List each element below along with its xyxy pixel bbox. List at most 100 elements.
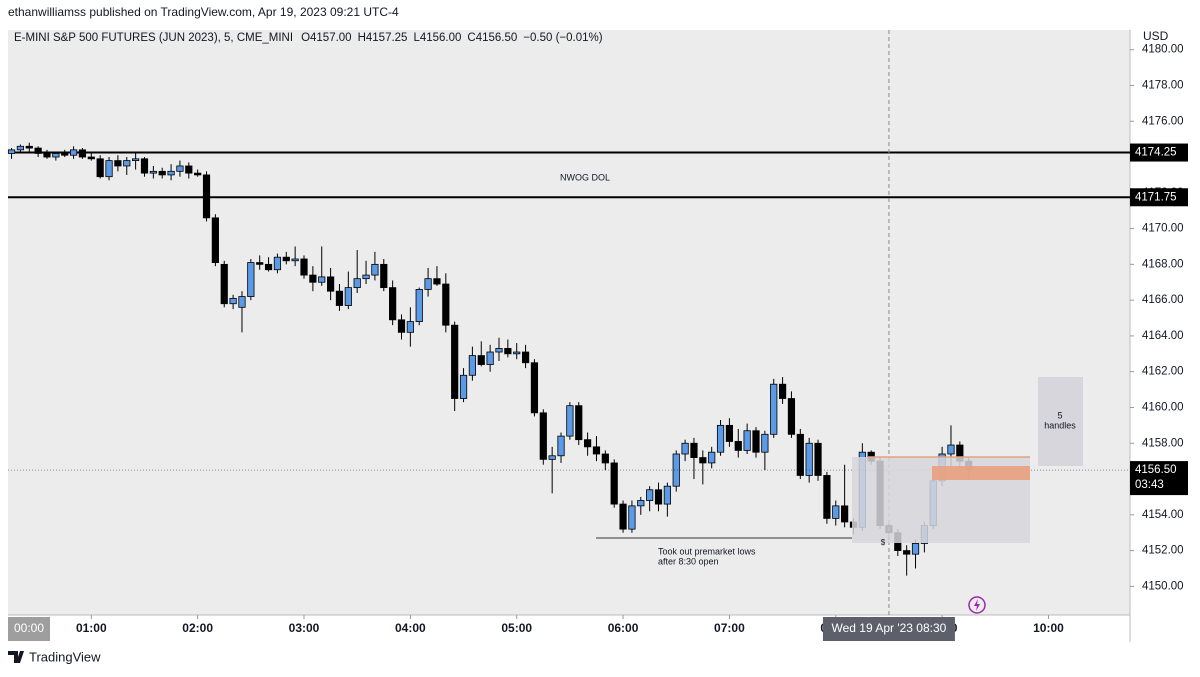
x-tick-label: 04:00: [395, 621, 426, 635]
y-tick-label: 4160.00: [1142, 402, 1184, 414]
candle-body: [25, 145, 33, 149]
candle-body: [539, 412, 547, 460]
candle-body: [911, 543, 920, 555]
y-tick-label: 4168.00: [1142, 258, 1184, 270]
annotation: handles: [1044, 420, 1076, 430]
last-price-tag: [1130, 461, 1188, 496]
candle-body: [637, 500, 645, 507]
candle-body: [778, 383, 787, 399]
candle-body: [158, 170, 166, 176]
price-line-tag: [1130, 188, 1188, 207]
ohlc-legend: O4157.00 H4157.25 L4156.00 C4156.50 −0.50 (−…: [301, 32, 603, 44]
candle-body: [176, 165, 184, 172]
candle-body: [211, 217, 219, 263]
candle-body: [433, 278, 441, 285]
candle-body: [309, 274, 317, 283]
candle-body: [708, 451, 716, 464]
candle-body: [752, 430, 760, 453]
candle-body: [371, 263, 379, 276]
ohlc-value: L4156.00: [413, 32, 461, 44]
annotation: NWOG DOL: [560, 172, 610, 182]
candle-body: [557, 435, 565, 457]
candle-body: [220, 263, 228, 305]
y-tick-label: 4152.00: [1142, 545, 1184, 557]
candle-body: [256, 262, 264, 265]
candle-body: [521, 351, 530, 364]
candle-body: [628, 505, 636, 530]
x-tick-label: 02:00: [182, 621, 213, 635]
candle-body: [770, 383, 778, 435]
candle-body: [495, 348, 503, 353]
candle-body: [654, 489, 663, 505]
candle-body: [140, 158, 149, 174]
candle-body: [646, 489, 654, 501]
candle-body: [238, 296, 246, 308]
y-tick-label: 4170.00: [1142, 223, 1184, 235]
price-line-label: 4174.25: [1135, 147, 1177, 159]
candle-body: [442, 283, 450, 326]
ohlc-value: C4156.50: [467, 32, 517, 44]
candle-body: [300, 258, 308, 276]
x-tick-label: 07:00: [714, 621, 745, 635]
candle-body: [326, 276, 335, 292]
handles-box: [1038, 377, 1083, 466]
edge-label-bg: [8, 617, 50, 641]
candle-body: [397, 319, 406, 333]
candle-body: [548, 455, 556, 460]
candle-body: [52, 153, 60, 158]
countdown: 03:43: [1135, 479, 1164, 491]
candle-body: [318, 276, 326, 283]
candle-body: [903, 550, 911, 555]
candle-body: [247, 262, 255, 297]
candle-body: [16, 145, 25, 151]
price-line-label: 4171.75: [1135, 191, 1177, 203]
candle-body: [451, 324, 459, 399]
y-tick-label: 4154.00: [1142, 509, 1184, 521]
candle-body: [406, 321, 414, 333]
last-price-label: 4156.50: [1135, 464, 1177, 476]
candle-body: [105, 160, 113, 178]
candle-body: [504, 348, 512, 355]
x-tick-label: 10:00: [1033, 621, 1064, 635]
ohlc-value: O4157.00: [301, 32, 352, 44]
candle-body: [43, 153, 51, 158]
y-tick-label: 4176.00: [1142, 115, 1184, 127]
candle-body: [61, 153, 69, 156]
candle-body: [335, 290, 344, 306]
candle-body: [415, 289, 423, 323]
candle-body: [610, 462, 618, 505]
y-tick-label: 4158.00: [1142, 437, 1184, 449]
candle-body: [123, 160, 131, 167]
candle-body: [814, 442, 822, 476]
candle-body: [380, 263, 388, 289]
candle-body: [530, 362, 539, 414]
alert-icon[interactable]: [968, 596, 986, 614]
annotation: 5: [1057, 410, 1062, 420]
annotation: $: [881, 538, 886, 547]
candle-body: [690, 442, 698, 458]
x-tick-label: 01:00: [76, 621, 107, 635]
crosshair-tag: [822, 617, 955, 641]
candle-body: [291, 258, 299, 262]
ohlc-value: H4157.25: [358, 32, 408, 44]
y-tick-label: 4162.00: [1142, 366, 1184, 378]
candle-body: [185, 165, 193, 174]
candle-body: [796, 433, 804, 476]
candle-body: [389, 287, 397, 321]
candle-body: [725, 424, 734, 442]
alert-bolt: [974, 599, 980, 611]
candle-body: [34, 147, 42, 154]
published-note: ethanwilliamss published on TradingView.…: [8, 5, 399, 19]
candle-body: [734, 441, 742, 451]
candle-body: [264, 263, 273, 271]
candle-body: [663, 485, 671, 505]
candle-body: [947, 444, 955, 455]
candle-body: [787, 398, 796, 435]
candle-body: [87, 156, 95, 160]
candle-body: [229, 297, 237, 305]
candle-body: [468, 355, 476, 376]
y-tick-label: 4150.00: [1142, 580, 1184, 592]
candle-body: [513, 351, 521, 355]
candle-body: [743, 430, 751, 451]
candle-body: [681, 442, 689, 455]
